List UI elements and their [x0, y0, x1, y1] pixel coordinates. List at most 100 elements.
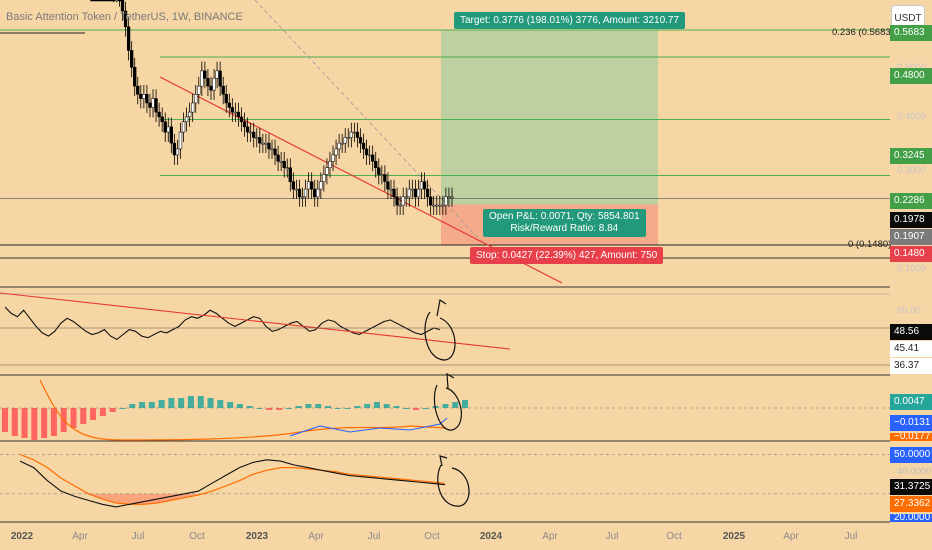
stoch-badge-lower: 20.0000 — [890, 514, 932, 522]
macd-bar — [227, 402, 234, 408]
macd-bar — [276, 408, 283, 410]
macd-bar — [246, 406, 253, 408]
price-badge-6: 0.1480 — [890, 246, 932, 262]
macd-bar — [158, 400, 165, 408]
x-tick: 2023 — [245, 531, 269, 542]
candle-body — [438, 204, 442, 207]
candle-body — [261, 142, 265, 145]
macd-bar — [393, 406, 400, 408]
candle-body — [114, 0, 119, 2]
x-tick: 2024 — [479, 531, 503, 542]
macd-bar — [334, 408, 341, 409]
candle-body — [203, 70, 207, 79]
candle-body — [419, 181, 424, 190]
candle-body — [441, 204, 445, 207]
candle-body — [328, 160, 332, 168]
annotation-circle — [424, 298, 456, 361]
candle-body — [166, 126, 170, 133]
candle-body — [126, 26, 131, 51]
candle-body — [346, 137, 350, 139]
candle-body — [389, 188, 393, 191]
macd-bar — [422, 408, 429, 409]
candle-body — [349, 131, 353, 138]
target-label: Target: 0.3776 (198.01%) 3776, Amount: 3… — [454, 12, 686, 29]
candle-body — [358, 137, 363, 144]
candle-body — [380, 174, 384, 176]
macd-bar — [119, 408, 126, 409]
x-tick: Jul — [131, 531, 145, 542]
macd-bar — [315, 404, 322, 408]
macd-badge-line: −0.0131 — [890, 415, 932, 431]
candle-body — [422, 181, 427, 190]
candle-body — [447, 196, 451, 199]
candle-body — [297, 188, 302, 198]
candle-body — [404, 196, 408, 199]
fib-label-0: 0 (0.1480) — [848, 239, 892, 250]
macd-bar — [99, 408, 106, 416]
candle-body — [294, 188, 299, 191]
x-tick: Jul — [367, 531, 381, 542]
macd-bar — [324, 406, 331, 408]
macd-bar — [168, 398, 175, 408]
candle-body — [316, 188, 320, 198]
candle-body — [435, 204, 439, 207]
rsi-line — [4, 306, 441, 341]
candle-body — [252, 131, 256, 138]
macd-bar — [207, 398, 214, 408]
candle-body — [273, 148, 277, 156]
macd-line — [289, 417, 448, 437]
stoch-badge-k: 31.3725 — [890, 479, 932, 495]
macd-bar — [178, 398, 185, 408]
candle-body — [386, 181, 390, 190]
candle-body — [236, 111, 241, 118]
candle-body — [282, 160, 286, 168]
candle-body — [96, 0, 100, 2]
rsi-trendline — [0, 292, 511, 350]
candle-body — [215, 70, 219, 79]
candle-body — [361, 142, 366, 150]
stoch-d-line — [19, 453, 446, 505]
x-tick: Oct — [424, 531, 440, 542]
candle-body — [392, 188, 396, 198]
annotation-circle — [437, 455, 470, 507]
candle-body — [148, 102, 152, 108]
candle-body — [255, 137, 259, 139]
macd-bar — [217, 400, 224, 408]
price-tick: 0.1000 — [897, 263, 927, 274]
x-tick: Apr — [783, 531, 799, 542]
candle-body — [267, 142, 271, 150]
candle-body — [136, 85, 140, 95]
candle-body — [139, 94, 143, 99]
candle-body — [322, 174, 326, 182]
candle-body — [172, 142, 177, 156]
candle-body — [117, 0, 122, 2]
candle-body — [218, 70, 222, 87]
candle-body — [227, 102, 231, 108]
stoch-k-line — [19, 459, 446, 508]
macd-bar — [90, 408, 97, 420]
candle-body — [163, 121, 167, 133]
candle-body — [239, 116, 244, 123]
candle-body — [99, 0, 103, 2]
rsi-badge-3: 36.37 — [890, 358, 932, 374]
fib-label-236: 0.236 (0.5683) — [832, 27, 894, 38]
chart-title: Basic Attention Token / TetherUS, 1W, BI… — [6, 11, 243, 23]
candle-body — [337, 142, 341, 150]
candle-body — [242, 121, 247, 128]
candle-body — [285, 167, 289, 169]
x-tick: Apr — [72, 531, 88, 542]
macd-bar — [21, 408, 28, 438]
candle-body — [197, 85, 201, 95]
candle-body — [450, 196, 454, 199]
candle-body — [300, 196, 305, 199]
target-zone — [441, 30, 658, 205]
candle-body — [334, 148, 338, 156]
candle-body — [245, 126, 250, 133]
x-tick: 2022 — [10, 531, 34, 542]
candle-body — [352, 131, 357, 134]
stoch-oversold-fill — [20, 493, 445, 505]
candle-body — [130, 50, 134, 68]
macd-bar — [187, 396, 194, 408]
macd-bar — [442, 404, 449, 408]
